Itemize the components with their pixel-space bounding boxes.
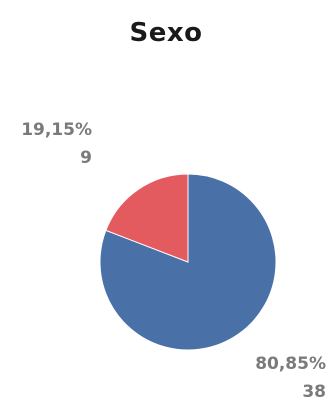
pie-slice-female [105,173,189,263]
slice-percent-label: 19,15% [21,120,92,140]
chart-title: Sexo [129,18,203,48]
slice-percent-label: 80,85% [255,354,326,374]
slice-label-female: 19,15% 9 [8,116,92,172]
slice-label-male: 80,85% 38 [228,350,326,406]
slice-count-label: 38 [302,382,326,402]
slice-count-label: 9 [80,148,92,168]
